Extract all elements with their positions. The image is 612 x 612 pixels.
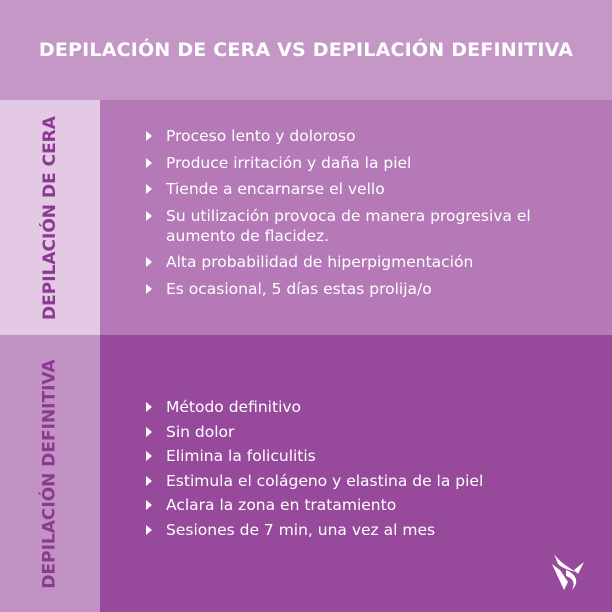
section-panel-definitiva: Método definitivo Sin dolor Elimina la f… xyxy=(100,335,612,612)
triangle-bullet-icon xyxy=(146,131,152,141)
triangle-bullet-icon xyxy=(146,210,152,221)
section-label: DEPILACIÓN DEFINITIVA xyxy=(40,358,61,589)
list-item: Alta probabilidad de hiperpigmentación xyxy=(144,252,536,272)
list-definitiva: Método definitivo Sin dolor Elimina la f… xyxy=(144,397,483,544)
section-label-cera: DEPILACIÓN DE CERA xyxy=(0,100,100,335)
triangle-bullet-icon xyxy=(146,184,152,194)
page-title: DEPILACIÓN DE CERA VS DEPILACIÓN DEFINIT… xyxy=(38,39,574,61)
section-label: DEPILACIÓN DE CERA xyxy=(40,115,61,320)
triangle-bullet-icon xyxy=(146,524,152,535)
brand-logo-icon xyxy=(552,554,584,590)
list-item: Sesiones de 7 min, una vez al mes xyxy=(144,520,483,540)
section-panel-cera: Proceso lento y doloroso Produce irritac… xyxy=(100,100,612,335)
list-item: Sin dolor xyxy=(144,422,483,442)
list-item: Elimina la foliculitis xyxy=(144,446,483,466)
list-item: Es ocasional, 5 días estas prolija/o xyxy=(144,279,536,299)
triangle-bullet-icon xyxy=(146,157,152,168)
list-item: Produce irritación y daña la piel xyxy=(144,153,536,173)
list-item: Su utilización provoca de manera progres… xyxy=(144,206,536,246)
list-item: Proceso lento y doloroso xyxy=(144,126,536,146)
list-item: Tiende a encarnarse el vello xyxy=(144,179,536,199)
list-item: Estimula el colágeno y elastina de la pi… xyxy=(144,471,483,491)
triangle-bullet-icon xyxy=(146,283,152,294)
triangle-bullet-icon xyxy=(146,426,152,437)
list-item: Método definitivo xyxy=(144,397,483,417)
triangle-bullet-icon xyxy=(146,257,152,267)
triangle-bullet-icon xyxy=(146,475,152,486)
triangle-bullet-icon xyxy=(146,402,152,412)
list-cera: Proceso lento y doloroso Produce irritac… xyxy=(144,126,536,305)
list-item: Aclara la zona en tratamiento xyxy=(144,495,483,515)
triangle-bullet-icon xyxy=(146,500,152,510)
triangle-bullet-icon xyxy=(146,451,152,461)
header: DEPILACIÓN DE CERA VS DEPILACIÓN DEFINIT… xyxy=(0,0,612,100)
section-label-definitiva: DEPILACIÓN DEFINITIVA xyxy=(0,335,100,612)
